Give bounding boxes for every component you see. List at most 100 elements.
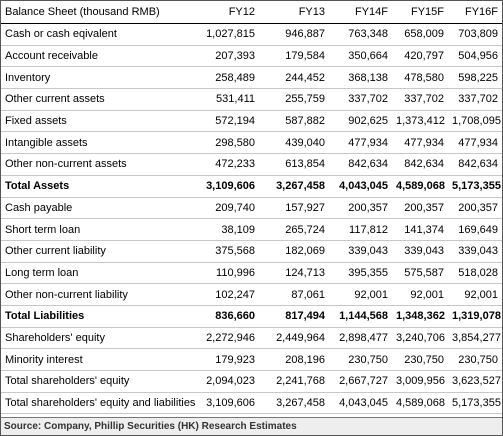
table-title: Balance Sheet (thousand RMB) xyxy=(1,1,197,24)
cell-value: 946,887 xyxy=(259,23,329,46)
cell-value: 208,196 xyxy=(259,348,329,371)
cell-value: 298,580 xyxy=(197,131,259,155)
row: Total shareholders' equity and liabiliti… xyxy=(1,392,502,415)
cell-value: 87,061 xyxy=(259,283,329,306)
cell-value: 763,348 xyxy=(329,23,392,46)
row: Total Assets 3,109,606 3,267,458 4,043,045 4… xyxy=(1,175,502,198)
cell-value: 3,109,606 xyxy=(197,175,259,198)
cell-value: 157,927 xyxy=(259,197,329,220)
row: Other non-current assets 472,233 613,854 84… xyxy=(1,153,502,176)
row: Other current liability 375,568 182,069 339… xyxy=(1,240,502,263)
cell-value: 3,267,458 xyxy=(259,392,329,415)
cell-value: 3,854,277 xyxy=(448,327,502,350)
cell-value: 4,589,068 xyxy=(392,175,448,198)
cell-value: 575,587 xyxy=(392,262,448,285)
row: Total Liabilities 836,660 817,494 1,144,568… xyxy=(1,305,502,328)
cell-value: 207,393 xyxy=(197,45,259,68)
cell-value: 703,809 xyxy=(448,23,502,46)
cell-value: 337,702 xyxy=(392,88,448,111)
row-label: Total Liabilities xyxy=(1,305,197,328)
cell-value: 420,797 xyxy=(392,45,448,68)
row: Total shareholders' equity 2,094,023 2,241… xyxy=(1,370,502,393)
cell-value: 200,357 xyxy=(392,197,448,220)
cell-value: 518,028 xyxy=(448,262,502,285)
cell-value: 1,144,568 xyxy=(329,305,392,328)
cell-value: 230,750 xyxy=(329,348,392,371)
cell-value: 1,373,412 xyxy=(392,110,448,133)
cell-value: 3,009,956 xyxy=(392,370,448,393)
cell-value: 817,494 xyxy=(259,305,329,328)
cell-value: 1,027,815 xyxy=(197,23,259,46)
cell-value: 5,173,355 xyxy=(448,175,502,198)
row: Other non-current liability 102,247 87,061… xyxy=(1,283,502,306)
cell-value: 117,812 xyxy=(329,218,392,241)
row-label: Total shareholders' equity and liabiliti… xyxy=(1,392,197,415)
cell-value: 3,267,458 xyxy=(259,175,329,198)
cell-value: 38,109 xyxy=(197,218,259,241)
cell-value: 842,634 xyxy=(392,153,448,176)
cell-value: 200,357 xyxy=(329,197,392,220)
cell-value: 658,009 xyxy=(392,23,448,46)
cell-value: 124,713 xyxy=(259,262,329,285)
cell-value: 337,702 xyxy=(329,88,392,111)
cell-value: 230,750 xyxy=(392,348,448,371)
cell-value: 395,355 xyxy=(329,262,392,285)
cell-value: 477,934 xyxy=(448,131,502,155)
cell-value: 375,568 xyxy=(197,240,259,263)
cell-value: 339,043 xyxy=(329,240,392,263)
column-header: FY14F xyxy=(329,1,392,24)
footer-source: Source: Company, Phillip Securities (HK)… xyxy=(1,417,502,435)
cell-value: 2,094,023 xyxy=(197,370,259,393)
cell-value: 613,854 xyxy=(259,153,329,176)
row-label: Fixed assets xyxy=(1,110,197,133)
cell-value: 472,233 xyxy=(197,153,259,176)
cell-value: 1,708,095 xyxy=(448,110,502,133)
cell-value: 4,043,045 xyxy=(329,175,392,198)
cell-value: 478,580 xyxy=(392,66,448,90)
row-label: Account receivable xyxy=(1,45,197,68)
column-header: FY12 xyxy=(197,1,259,24)
cell-value: 209,740 xyxy=(197,197,259,220)
cell-value: 244,452 xyxy=(259,66,329,90)
cell-value: 182,069 xyxy=(259,240,329,263)
cell-value: 141,374 xyxy=(392,218,448,241)
cell-value: 265,724 xyxy=(259,218,329,241)
cell-value: 102,247 xyxy=(197,283,259,306)
cell-value: 1,348,362 xyxy=(392,305,448,328)
cell-value: 350,664 xyxy=(329,45,392,68)
row-label: Intangible assets xyxy=(1,131,197,155)
cell-value: 2,898,477 xyxy=(329,327,392,350)
cell-value: 339,043 xyxy=(448,240,502,263)
row: Short term loan 38,109 265,724 117,812 141,3… xyxy=(1,218,502,241)
row: Intangible assets 298,580 439,040 477,934 47… xyxy=(1,131,502,155)
row-label: Total shareholders' equity xyxy=(1,370,197,393)
cell-value: 587,882 xyxy=(259,110,329,133)
cell-value: 368,138 xyxy=(329,66,392,90)
cell-value: 339,043 xyxy=(392,240,448,263)
cell-value: 179,584 xyxy=(259,45,329,68)
row: Other current assets 531,411 255,759 337,70… xyxy=(1,88,502,111)
column-header: FY16F xyxy=(448,1,502,24)
cell-value: 169,649 xyxy=(448,218,502,241)
row: Inventory 258,489 244,452 368,138 478,580 598… xyxy=(1,66,502,90)
cell-value: 598,225 xyxy=(448,66,502,90)
cell-value: 504,956 xyxy=(448,45,502,68)
cell-value: 2,667,727 xyxy=(329,370,392,393)
row-label: Other non-current assets xyxy=(1,153,197,176)
cell-value: 255,759 xyxy=(259,88,329,111)
cell-value: 92,001 xyxy=(448,283,502,306)
row-label: Long term loan xyxy=(1,262,197,285)
row-label: Other current liability xyxy=(1,240,197,263)
row-label: Inventory xyxy=(1,66,197,90)
cell-value: 572,194 xyxy=(197,110,259,133)
row: Fixed assets 572,194 587,882 902,625 1,373,4… xyxy=(1,110,502,133)
cell-value: 2,241,768 xyxy=(259,370,329,393)
cell-value: 92,001 xyxy=(392,283,448,306)
row: Cash or cash eqivalent 1,027,815 946,887 76… xyxy=(1,23,502,46)
row: Shareholders' equity 2,272,946 2,449,964 2,… xyxy=(1,327,502,350)
cell-value: 3,109,606 xyxy=(197,392,259,415)
row: Account receivable 207,393 179,584 350,664 4… xyxy=(1,45,502,68)
cell-value: 337,702 xyxy=(448,88,502,111)
